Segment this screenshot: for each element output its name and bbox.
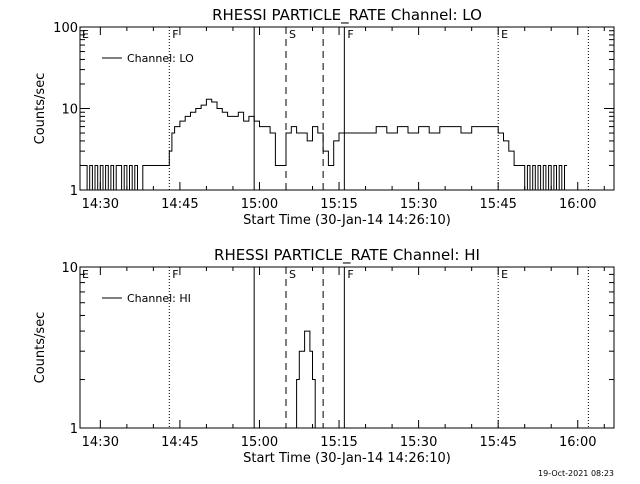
x-tick-label: 14:30: [82, 197, 119, 212]
event-marker-label: E: [501, 268, 508, 281]
event-marker-label-left: E: [82, 268, 89, 281]
x-tick-label: 14:45: [161, 435, 198, 450]
y-axis-label: Counts/sec: [33, 73, 48, 145]
event-marker-label: F: [172, 268, 178, 281]
x-tick-label: 15:30: [400, 197, 437, 212]
y-tick-label: 10: [61, 103, 78, 118]
x-tick-label: 15:30: [400, 435, 437, 450]
x-axis-label: Start Time (30-Jan-14 14:26:10): [243, 451, 451, 466]
event-marker-label-left: E: [82, 28, 89, 41]
series-line: [80, 98, 568, 191]
y-tick-label: 1: [70, 422, 78, 437]
y-tick-label: 100: [53, 21, 78, 36]
event-marker-label: S: [289, 28, 296, 41]
plot-frame: [79, 266, 615, 429]
x-tick-label: 16:00: [559, 197, 596, 212]
x-tick-label: 15:15: [320, 197, 357, 212]
legend-label: Channel: HI: [127, 292, 191, 305]
x-tick-label: 15:00: [241, 197, 278, 212]
y-tick-label: 10: [61, 261, 78, 276]
generation-timestamp: 19-Oct-2021 08:23: [538, 469, 614, 478]
series-line: [291, 330, 316, 429]
x-tick-label: 14:30: [82, 435, 119, 450]
x-axis-label: Start Time (30-Jan-14 14:26:10): [243, 213, 451, 228]
y-tick-label: 1: [70, 184, 78, 199]
event-marker-label: F: [347, 268, 353, 281]
x-tick-label: 15:45: [479, 197, 516, 212]
x-tick-label: 15:45: [479, 435, 516, 450]
x-tick-label: 15:15: [320, 435, 357, 450]
event-marker-label: S: [289, 268, 296, 281]
x-tick-label: 15:00: [241, 435, 278, 450]
event-marker-label: F: [172, 28, 178, 41]
chart-title: RHESSI PARTICLE_RATE Channel: LO: [212, 6, 482, 25]
legend-label: Channel: LO: [127, 52, 194, 65]
x-tick-label: 14:45: [161, 197, 198, 212]
event-marker-label: F: [347, 28, 353, 41]
event-marker-label: E: [501, 28, 508, 41]
chart-title: RHESSI PARTICLE_RATE Channel: HI: [214, 246, 480, 265]
x-tick-label: 16:00: [559, 435, 596, 450]
y-axis-label: Counts/sec: [33, 312, 48, 384]
